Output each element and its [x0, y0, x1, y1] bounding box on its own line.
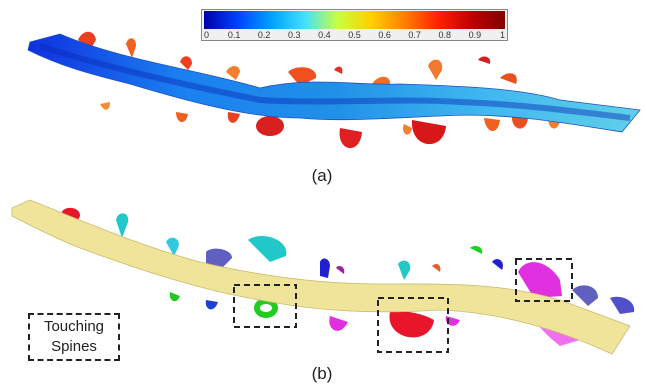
spine-b-red2: [389, 311, 434, 338]
spine-b-green3: [169, 292, 180, 302]
panel-label-a: (a): [311, 166, 333, 185]
spine-a8: [428, 59, 443, 80]
touching-spines-callout: Touching Spines: [28, 313, 120, 361]
callout-line-1: Touching: [43, 318, 105, 335]
spine-b-orange1: [432, 264, 441, 272]
colorbar-tick-label: 0.8: [438, 30, 452, 40]
colorbar-tick-label: 0.3: [288, 30, 301, 40]
spine-b-cyan2: [166, 237, 179, 256]
spine-a12: [176, 112, 188, 123]
spine-a16: [411, 120, 446, 145]
colorbar-tick-label: 0.1: [227, 30, 241, 40]
panel-a-dendrite: [27, 31, 641, 149]
spine-b-blue2: [492, 259, 503, 270]
panel-label-b: (b): [311, 364, 333, 383]
dendrite-shaft-a: [27, 33, 641, 133]
colorbar-tick-label: 0.7: [408, 30, 421, 40]
colorbar: 0 0.1 0.2 0.3 0.4 0.5 0.6 0.7 0.8 0.9 1: [201, 9, 508, 41]
spine-a3: [180, 56, 192, 70]
colorbar-tick-label: 1: [499, 30, 505, 40]
dendrite-shaft-b: [11, 199, 631, 355]
spine-b-magenta3: [329, 316, 348, 331]
spine-b-purple3: [572, 285, 598, 306]
spine-b-blue3: [205, 300, 218, 310]
colorbar-tick-label: 0.5: [348, 30, 361, 40]
colorbar-gradient: [204, 11, 505, 29]
colorbar-tick-label: 0.6: [378, 30, 391, 40]
highlight-box-3: [515, 258, 573, 302]
colorbar-tick-label: 0.9: [468, 30, 482, 40]
colorbar-tick-label: 0: [204, 30, 210, 40]
spine-a14: [256, 116, 284, 136]
panel-b-dendrite: [11, 199, 635, 355]
spine-b-magenta4: [445, 316, 460, 326]
colorbar-tick-label: 0.2: [257, 30, 271, 40]
spine-b-green2: [470, 246, 483, 254]
spine-b-purple4: [610, 296, 635, 314]
dendrite-core-a: [39, 43, 631, 121]
spine-a15: [339, 128, 362, 149]
colorbar-tick-label: 0.4: [318, 30, 331, 40]
colorbar-ticks: 0 0.1 0.2 0.3 0.4 0.5 0.6 0.7 0.8 0.9 1: [204, 30, 505, 40]
spine-b-cyan4: [398, 260, 411, 280]
spine-a4: [226, 66, 240, 80]
spine-b-cyan1: [116, 213, 129, 238]
spine-a2: [126, 38, 136, 58]
spine-a17: [403, 124, 412, 135]
spine-a9: [478, 56, 491, 64]
spine-b-blue1: [320, 258, 330, 278]
spine-b-purple2: [336, 266, 345, 274]
highlight-box-1: [233, 284, 297, 328]
spine-b-magenta1: [518, 262, 562, 298]
spine-a5: [288, 67, 317, 86]
spine-a6: [334, 66, 343, 74]
callout-line-2: Spines: [51, 338, 97, 355]
spine-a10: [500, 73, 517, 84]
highlight-box-2: [377, 297, 449, 353]
panel-a-spines: [78, 31, 587, 149]
spine-b-cyan3: [248, 235, 287, 262]
spine-b-green1-hole: [260, 304, 272, 312]
spine-a11: [100, 102, 110, 110]
spine-a18: [484, 118, 500, 132]
spine-a13: [227, 112, 240, 123]
